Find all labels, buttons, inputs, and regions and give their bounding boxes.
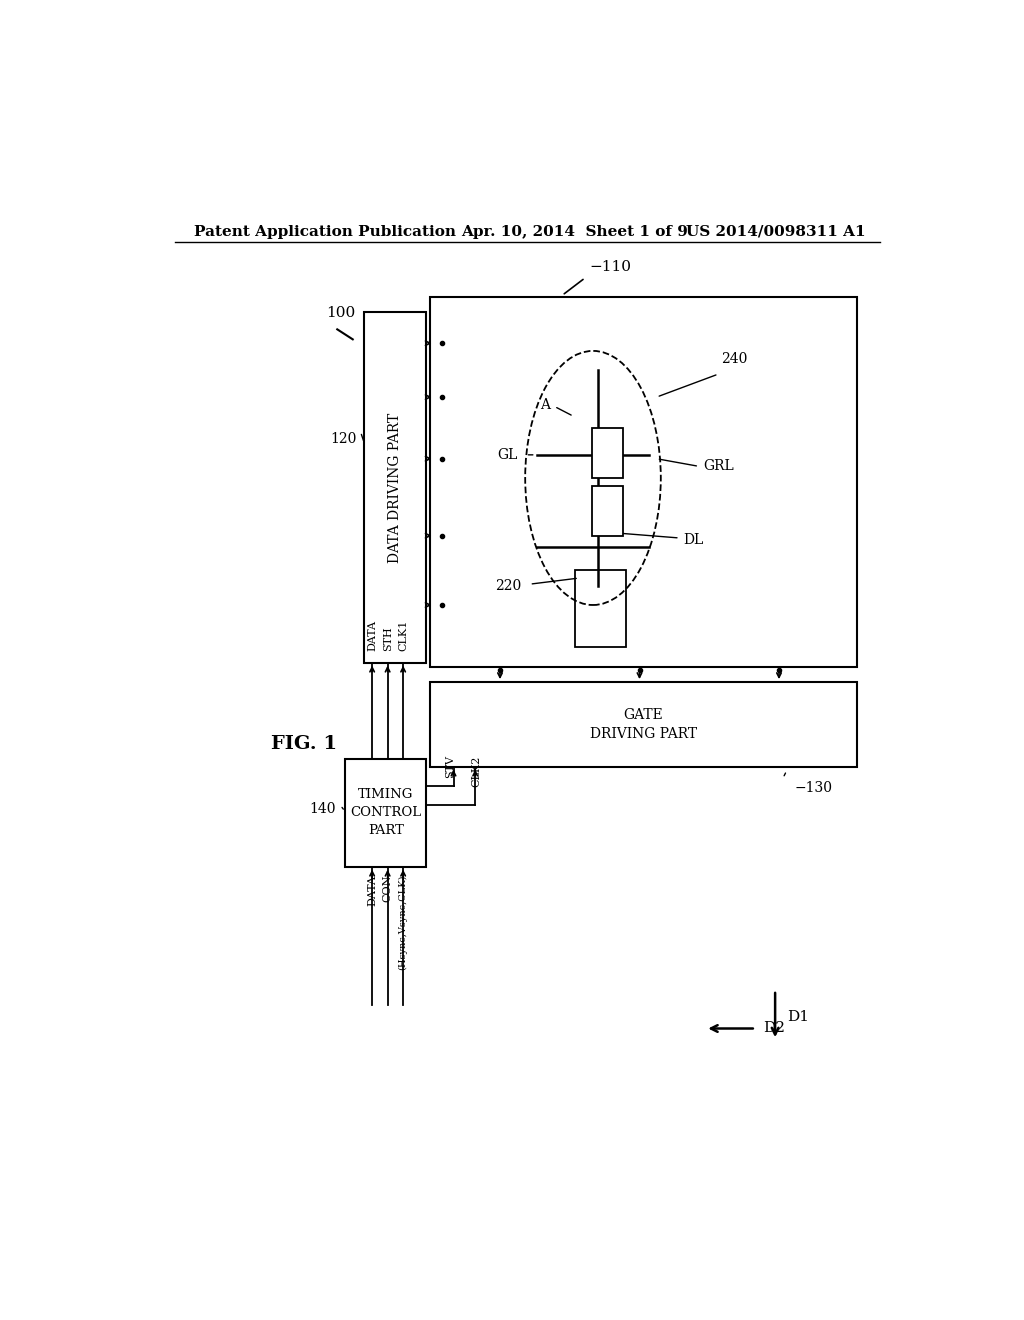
Text: −130: −130 [795,780,833,795]
Bar [430,682,856,767]
Text: DATA: DATA [368,875,377,906]
Text: −110: −110 [589,260,631,275]
Bar [592,428,624,478]
Text: (Hsync,Vsync,CLK): (Hsync,Vsync,CLK) [398,875,408,970]
Text: CLK1: CLK1 [398,620,409,651]
Text: GATE
DRIVING PART: GATE DRIVING PART [590,708,697,741]
Text: GL: GL [498,447,518,462]
Text: DATA: DATA [368,620,377,651]
Text: STV: STV [444,755,455,779]
Text: 220: 220 [496,578,521,593]
Bar [430,297,856,667]
Text: DL: DL [684,532,703,546]
Text: 100: 100 [326,306,355,321]
Text: 140: 140 [309,803,336,816]
Text: CLK2: CLK2 [472,755,481,787]
Text: DATA DRIVING PART: DATA DRIVING PART [388,412,402,562]
Text: 240: 240 [721,352,748,367]
Text: Apr. 10, 2014  Sheet 1 of 9: Apr. 10, 2014 Sheet 1 of 9 [461,224,688,239]
Bar [592,486,624,536]
Text: D2: D2 [764,1022,785,1035]
Bar [575,570,626,647]
Text: Patent Application Publication: Patent Application Publication [194,224,456,239]
Text: TIMING
CONTROL
PART: TIMING CONTROL PART [350,788,421,837]
Text: D1: D1 [786,1010,809,1024]
Text: A: A [541,397,550,412]
Text: FIG. 1: FIG. 1 [271,735,338,752]
Text: GRL: GRL [703,459,734,474]
Text: CON: CON [383,875,392,902]
Text: 120: 120 [331,433,356,446]
Text: US 2014/0098311 A1: US 2014/0098311 A1 [686,224,865,239]
Bar [345,759,426,867]
Bar [365,313,426,663]
Text: STH: STH [383,627,392,651]
